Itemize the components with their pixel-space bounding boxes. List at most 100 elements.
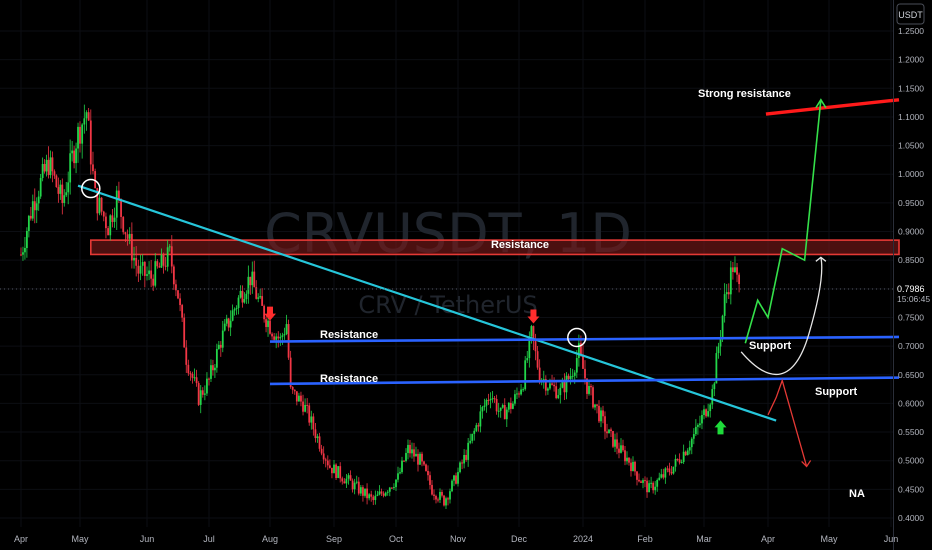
candle-body [22, 252, 24, 255]
candle-body [45, 159, 48, 172]
candle-body [241, 290, 244, 303]
candle-body [219, 344, 222, 348]
candle-body [505, 409, 508, 420]
candle-body [193, 377, 196, 379]
candle-body [393, 487, 395, 489]
candle-body [59, 184, 62, 194]
candle-body [429, 475, 431, 485]
resistance-zone[interactable] [90, 239, 900, 256]
candle-body [166, 247, 169, 267]
bearish-projection-path[interactable] [767, 378, 808, 467]
price-tick-label: 0.5500 [898, 427, 924, 437]
candle-body [253, 271, 256, 288]
arrowhead-up-icon [815, 98, 827, 109]
candle-body [24, 248, 26, 253]
candle-body [524, 360, 527, 390]
candle-body [646, 480, 648, 493]
candle-body [275, 336, 278, 340]
candle-body [96, 188, 99, 214]
price-tick-label: 0.9500 [898, 198, 924, 208]
annotation-labels: Resistance Resistance Resistance Strong … [320, 88, 865, 500]
support-resistance-line-lower[interactable] [269, 376, 900, 386]
candle-body [590, 385, 592, 388]
candle-body [721, 315, 724, 338]
candle-body [658, 477, 661, 480]
candle-body [26, 230, 28, 249]
time-tick-label: May [820, 534, 838, 544]
candle-body [584, 368, 586, 379]
candle-body [43, 163, 46, 172]
candle-body [154, 261, 157, 286]
candle-body [612, 431, 614, 447]
candle-body [208, 378, 210, 380]
strong-resistance-line[interactable] [765, 98, 900, 116]
candle-body [573, 372, 576, 376]
candle-body [366, 488, 368, 499]
candle-body [83, 118, 86, 125]
candle-body [128, 233, 131, 239]
time-tick-label: Dec [511, 534, 528, 544]
candle-body [183, 317, 186, 348]
countdown-timer: 15:06:45 [897, 294, 930, 304]
candle-body [514, 394, 516, 404]
candle-body [423, 461, 425, 465]
candle-body [53, 171, 56, 176]
candle-body [684, 451, 687, 456]
curved-projection-path[interactable] [740, 257, 823, 376]
candle-body [638, 479, 640, 482]
candle-body [231, 310, 234, 321]
candle-body [457, 472, 459, 484]
candle-body [664, 468, 667, 478]
last-price-tag: 0.7986 15:06:45 [894, 281, 932, 304]
candle-body [214, 367, 216, 371]
candle-body [544, 379, 547, 391]
candle-body [85, 112, 88, 119]
touch-circle-icon [81, 178, 101, 199]
candle-body [586, 378, 588, 394]
bullish-projection-path[interactable] [744, 99, 822, 344]
candle-body [491, 398, 494, 400]
candle-body [441, 491, 443, 496]
candle-body [41, 163, 44, 178]
price-tick-label: 0.6000 [898, 398, 924, 408]
candle-body [549, 383, 551, 389]
candle-body [485, 399, 488, 406]
candle-body [518, 393, 520, 395]
candle-body [395, 479, 397, 488]
candle-body [419, 453, 421, 465]
price-axis[interactable]: 1.2500 1.2000 1.1500 1.1000 1.0500 1.0000 0.95… [893, 0, 932, 550]
candle-body [701, 415, 703, 424]
currency-button[interactable]: USDT [896, 3, 925, 25]
support-resistance-line-upper[interactable] [269, 335, 900, 343]
candle-body [113, 217, 116, 222]
candle-body [331, 467, 333, 474]
candle-body [588, 385, 590, 394]
price-tick-label: 0.9000 [898, 227, 924, 237]
candle-body [102, 211, 105, 217]
candle-body [618, 448, 620, 453]
candle-body [399, 472, 401, 474]
candle-body [642, 480, 644, 483]
time-axis[interactable]: Apr May Jun Jul Aug Sep Oct Nov Dec 2024 Feb Mar Apr… [14, 534, 898, 544]
candle-body [293, 389, 296, 392]
candle-body [686, 450, 689, 456]
candle-body [94, 171, 97, 189]
candle-body [582, 354, 584, 369]
candle-body [197, 383, 200, 405]
candle-body [662, 474, 665, 478]
candle-body [87, 112, 90, 121]
candle-body [322, 453, 325, 460]
candle-body [483, 405, 486, 408]
candle-body [225, 318, 228, 324]
candle-body [380, 491, 383, 494]
candle-body [475, 425, 478, 431]
candle-body [443, 495, 445, 506]
candle-body [453, 475, 455, 481]
candle-body [727, 292, 730, 295]
descending-trendline[interactable] [77, 184, 777, 422]
candle-body [179, 298, 181, 306]
candle-body [401, 460, 403, 473]
candle-body [77, 126, 79, 149]
candle-body [682, 451, 685, 462]
